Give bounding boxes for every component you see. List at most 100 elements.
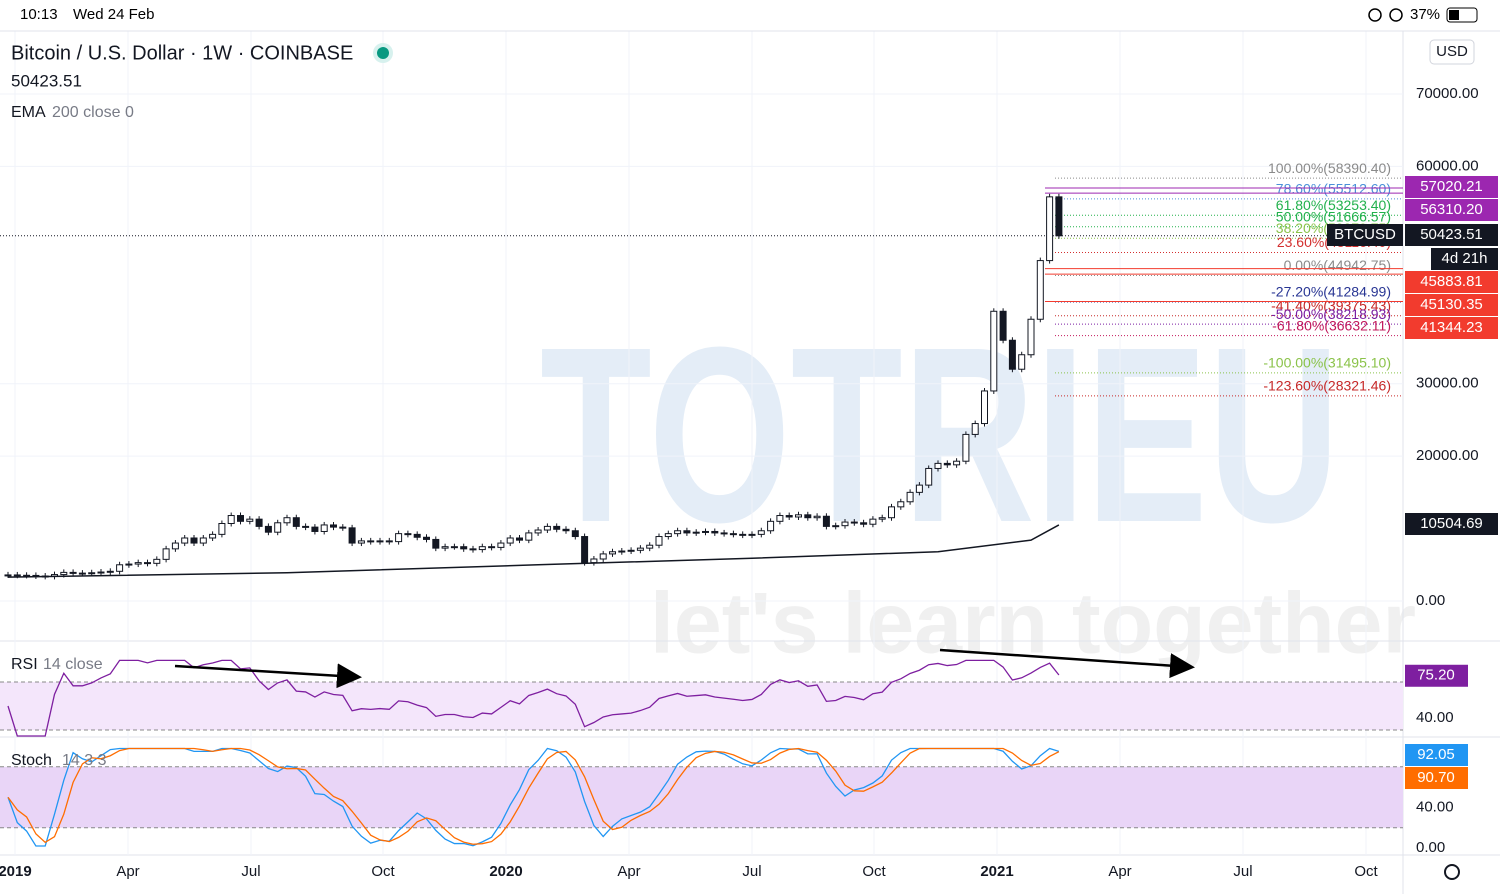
candle [664,533,672,538]
time-label: Oct [371,863,395,880]
candle [702,530,709,533]
candle [795,514,802,518]
symbol-title: Bitcoin / U.S. Dollar · 1W · COINBASE [11,42,353,64]
time-label: 2021 [980,863,1013,880]
stoch-axis-label: 0.00 [1416,839,1445,856]
candle [729,533,737,536]
time-label: 2019 [0,863,32,880]
candle [739,533,747,536]
price-tick-label: 20000.00 [1416,447,1479,464]
candle [413,533,421,538]
fib-label: -100.00%(31495.10) [1263,355,1391,371]
fib-label: -61.80%(36632.11) [1272,317,1391,333]
fib-label: -123.60%(28321.46) [1263,378,1391,394]
market-status-dot [377,47,389,59]
candle [237,515,244,522]
candle [757,530,765,535]
candle [302,525,310,528]
fib-label: 61.80%(53253.40) [1276,197,1391,213]
candle [218,523,226,535]
currency-label[interactable]: USD [1436,43,1468,60]
stoch-tag [1405,744,1468,766]
candle [934,462,942,469]
status-time: 10:13 [20,6,58,23]
candle [692,531,700,534]
price-tag-label: 41344.23 [1420,319,1483,336]
trend-arrow [939,648,1195,679]
candle [292,517,300,527]
candle [348,527,356,544]
candle [888,506,895,519]
candle [488,546,496,549]
candle [516,537,523,541]
time-label: Apr [617,863,640,880]
candle [897,501,905,508]
candle [441,546,449,549]
candle [832,525,840,528]
candle [116,564,124,572]
ema-line [7,524,1060,578]
indicator-name: EMA [11,104,46,121]
currency-button[interactable] [1429,39,1475,65]
status-battery-text: 37% [1410,6,1440,23]
candle [506,537,514,544]
candle [999,310,1007,341]
candle [720,532,728,535]
settings-button[interactable] [1444,864,1460,880]
candle [1027,318,1035,356]
price-tag [1405,176,1498,198]
candle [1008,339,1016,370]
price-tick-label: 0.00 [1416,592,1445,609]
candle [478,546,486,551]
price-tag [1405,271,1498,293]
candle [553,525,561,530]
candle [767,520,775,532]
rsi-name: RSI [11,656,38,673]
price-tag-label: 45883.81 [1420,273,1483,290]
candle [785,515,793,518]
candle [181,537,189,544]
candle [88,572,96,575]
time-label: Jul [742,863,761,880]
candle [78,572,86,575]
candle [711,530,719,534]
candle [906,491,914,503]
candle [153,558,161,564]
price-tag-label: 4d 21h [1442,250,1488,267]
candle [841,521,849,527]
status-icon [1389,8,1403,22]
price-tag [1405,294,1498,316]
indicator-params: 200 close 0 [52,104,134,121]
candle [199,537,207,544]
candle [543,525,551,531]
candle [581,536,589,564]
candle [981,390,988,425]
fib-label: -50.00%(38218.93) [1271,306,1391,322]
price-tick-label: 30000.00 [1416,375,1479,392]
candle [320,524,328,532]
candle [1046,196,1054,262]
status-date: Wed 24 Feb [73,6,154,23]
trend-arrow [174,663,362,689]
price-tag [1405,513,1498,535]
price-tick-label: 70000.00 [1416,85,1479,102]
candle [525,532,533,541]
price-tag [1405,317,1498,339]
fib-label: 100.00%(58390.40) [1268,160,1391,176]
candle [943,462,951,466]
candle [404,533,412,536]
candle [227,515,235,525]
candle [627,549,635,552]
candle [497,542,505,548]
candle [618,550,626,553]
candle [962,433,970,462]
rsi-tag [1405,664,1468,687]
candle [590,558,598,564]
price-tag-label: BTCUSD [1334,226,1396,243]
status-icon [1368,8,1382,22]
candle [534,529,542,534]
candle [683,530,691,534]
price-tick-label: 60000.00 [1416,157,1479,174]
last-price: 50423.51 [11,71,82,90]
